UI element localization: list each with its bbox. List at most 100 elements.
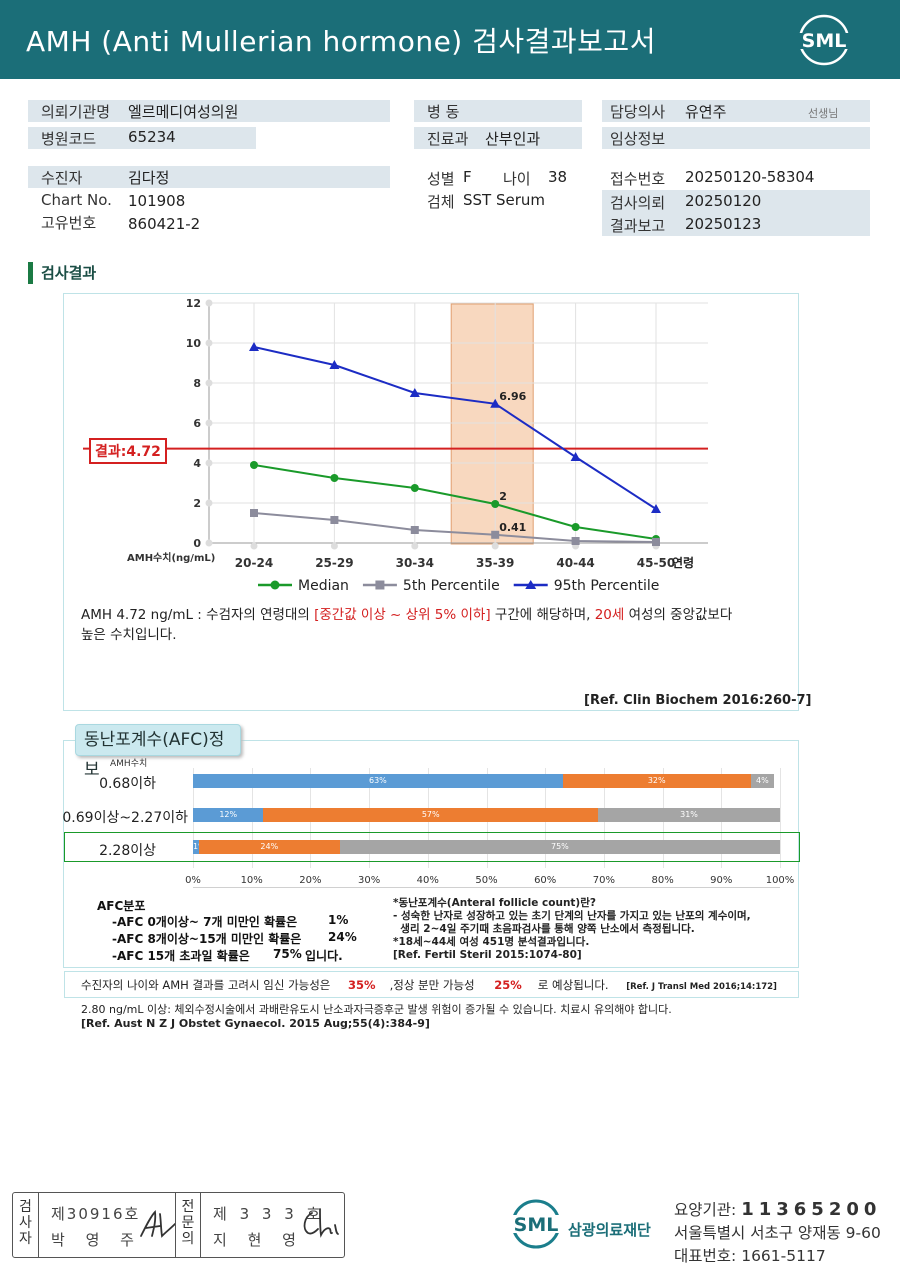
doctor-value: 유연주	[685, 103, 727, 121]
x-tick-dot	[491, 542, 499, 550]
legend-marker	[270, 580, 280, 590]
desc-age: 20세	[594, 607, 625, 623]
data-point	[491, 500, 500, 508]
result-panel	[63, 293, 799, 711]
y-tick-label: 8	[193, 377, 201, 390]
specialist-signature-icon	[303, 1208, 339, 1238]
result-label: 결과:4.72	[89, 437, 167, 464]
afc-note-4: *18세~44세 여성 451명 분석결과입니다.	[393, 936, 590, 948]
afc-dist-title: AFC분포	[97, 899, 146, 913]
sex-value: F	[463, 168, 472, 186]
patient-value: 김다정	[128, 169, 170, 187]
request-value: 20250120	[685, 192, 762, 210]
report-value: 20250123	[685, 215, 762, 233]
warning-note: 2.80 ng/mL 이상: 체외수정시술에서 과배란유도시 난소과자극증후군 …	[81, 1003, 672, 1031]
y-tick-label: 6	[193, 417, 201, 430]
afc-x-tick-label: 30%	[357, 875, 381, 886]
report-title: AMH (Anti Mullerian hormone) 검사결과보고서	[26, 25, 656, 58]
afc-row-label-1: 0.68이하	[99, 776, 156, 792]
x-axis-label: 연령	[672, 555, 694, 570]
afc-bar-segment: 1%	[193, 840, 199, 854]
afc-bar-3: 1%24%75%	[193, 840, 780, 854]
examiner-number: 제30916호	[51, 1205, 141, 1223]
svg-text:SML: SML	[514, 1214, 559, 1236]
y-tick-label: 2	[193, 497, 201, 510]
afc-note-1: *동난포계수(Anteral follicle count)란?	[393, 897, 596, 909]
y-tick-dot	[205, 339, 213, 347]
chart-value: 101908	[128, 192, 186, 210]
sml-logo-icon: SML	[798, 14, 850, 66]
specialist-name: 지 현 영	[213, 1231, 304, 1249]
y-axis-label: AMH수치(ng/mL)	[127, 551, 215, 564]
afc-dist-2: -AFC 8개이상~15개 미만인 확률은	[112, 932, 302, 946]
org-phone: 대표번호: 1661-5117	[674, 1247, 826, 1265]
pregnancy-value: 35%	[348, 978, 376, 992]
patient-label: 수진자	[41, 169, 83, 187]
legend-marker	[375, 580, 385, 590]
afc-x-tick-label: 20%	[299, 875, 322, 886]
afc-bar-segment: 24%	[198, 840, 340, 854]
examiner-signature-icon	[140, 1210, 176, 1238]
receipt-value: 20250120-58304	[685, 168, 815, 186]
warning-reference: [Ref. Aust N Z J Obstet Gynaecol. 2015 A…	[81, 1017, 430, 1030]
afc-bar-segment: 31%	[598, 808, 780, 822]
specimen-label: 검체	[427, 193, 455, 211]
afc-x-tick-label: 10%	[240, 875, 263, 886]
afc-bar-segment: 63%	[193, 774, 563, 788]
afc-title: 동난포계수(AFC)정보	[75, 724, 241, 780]
svg-text:SML: SML	[802, 30, 847, 52]
highlight-band	[450, 303, 534, 545]
afc-x-tick-label: 0%	[185, 875, 201, 886]
data-label: 2	[499, 490, 507, 503]
x-tick-label: 30-34	[396, 556, 434, 570]
afc-dist-3: -AFC 15개 초과일 확률은	[112, 949, 250, 963]
specialist-number: 제 3 3 3 호	[213, 1205, 325, 1223]
data-point	[249, 342, 259, 351]
x-tick-dot	[411, 542, 419, 550]
afc-bar-segment: 32%	[562, 774, 751, 788]
afc-column-label: AMH수치	[110, 759, 148, 769]
age-label: 나이	[503, 170, 531, 188]
afc-note-3: 생리 2~4일 주기때 초음파검사를 통해 양쪽 난소에서 측정됩니다.	[393, 923, 695, 935]
series-line-median	[253, 464, 657, 540]
delivery-value: 25%	[494, 978, 522, 992]
y-tick-dot	[205, 299, 213, 307]
data-label: 6.96	[499, 390, 526, 403]
age-value: 38	[548, 168, 568, 186]
data-point	[329, 360, 340, 369]
afc-x-tick-label: 90%	[710, 875, 733, 886]
report-label: 결과보고	[610, 217, 666, 235]
result-description: AMH 4.72 ng/mL : 수검자의 연령대의 [중간값 이상 ~ 상위 …	[81, 605, 806, 645]
amh-line-chart: 0 2 4 6 8 10 12 20-24 25-29 30-34 35-39 40-44 45-50연…	[83, 297, 708, 594]
y-tick-label: 12	[186, 297, 201, 310]
legend-label: Median	[298, 578, 349, 594]
warning-line-1: 2.80 ng/mL 이상: 체외수정시술에서 과배란유도시 난소과자극증후군 …	[81, 1003, 672, 1016]
afc-note-2: - 성숙한 난자로 성장하고 있는 초기 단계의 난자를 가지고 있는 난포의 …	[393, 910, 751, 922]
afc-bar-segment: 4%	[750, 774, 775, 788]
legend-marker	[525, 580, 537, 589]
afc-x-tick-label: 70%	[592, 875, 616, 886]
hospital-label: 의뢰기관명	[41, 103, 111, 121]
x-tick-label: 25-29	[315, 556, 353, 570]
org-name: 삼광의료재단	[568, 1221, 651, 1239]
reference-1: [Ref. Clin Biochem 2016:260-7]	[584, 693, 812, 708]
afc-x-tick-label: 80%	[651, 875, 674, 886]
desc-part-3: 구간에 해당하며,	[490, 607, 595, 623]
series-line-5th-percentile	[253, 512, 657, 543]
id-value: 860421-2	[128, 215, 201, 233]
afc-x-tick-label: 100%	[765, 875, 795, 886]
x-tick-label: 20-24	[235, 556, 273, 570]
data-point	[330, 474, 339, 482]
receipt-label: 접수번호	[610, 170, 666, 188]
dept-label: 진료과	[427, 130, 469, 148]
x-tick-dot	[330, 542, 338, 550]
data-point	[651, 504, 661, 513]
afc-gridline	[780, 768, 781, 868]
afc-bar-segment: 57%	[263, 808, 599, 822]
x-tick-label: 45-50	[637, 556, 675, 570]
desc-part-1: AMH 4.72 ng/mL : 수검자의 연령대의	[81, 607, 315, 623]
y-tick-label: 0	[193, 537, 201, 550]
reference-2: [Ref. J Transl Med 2016;14:172]	[626, 982, 777, 992]
